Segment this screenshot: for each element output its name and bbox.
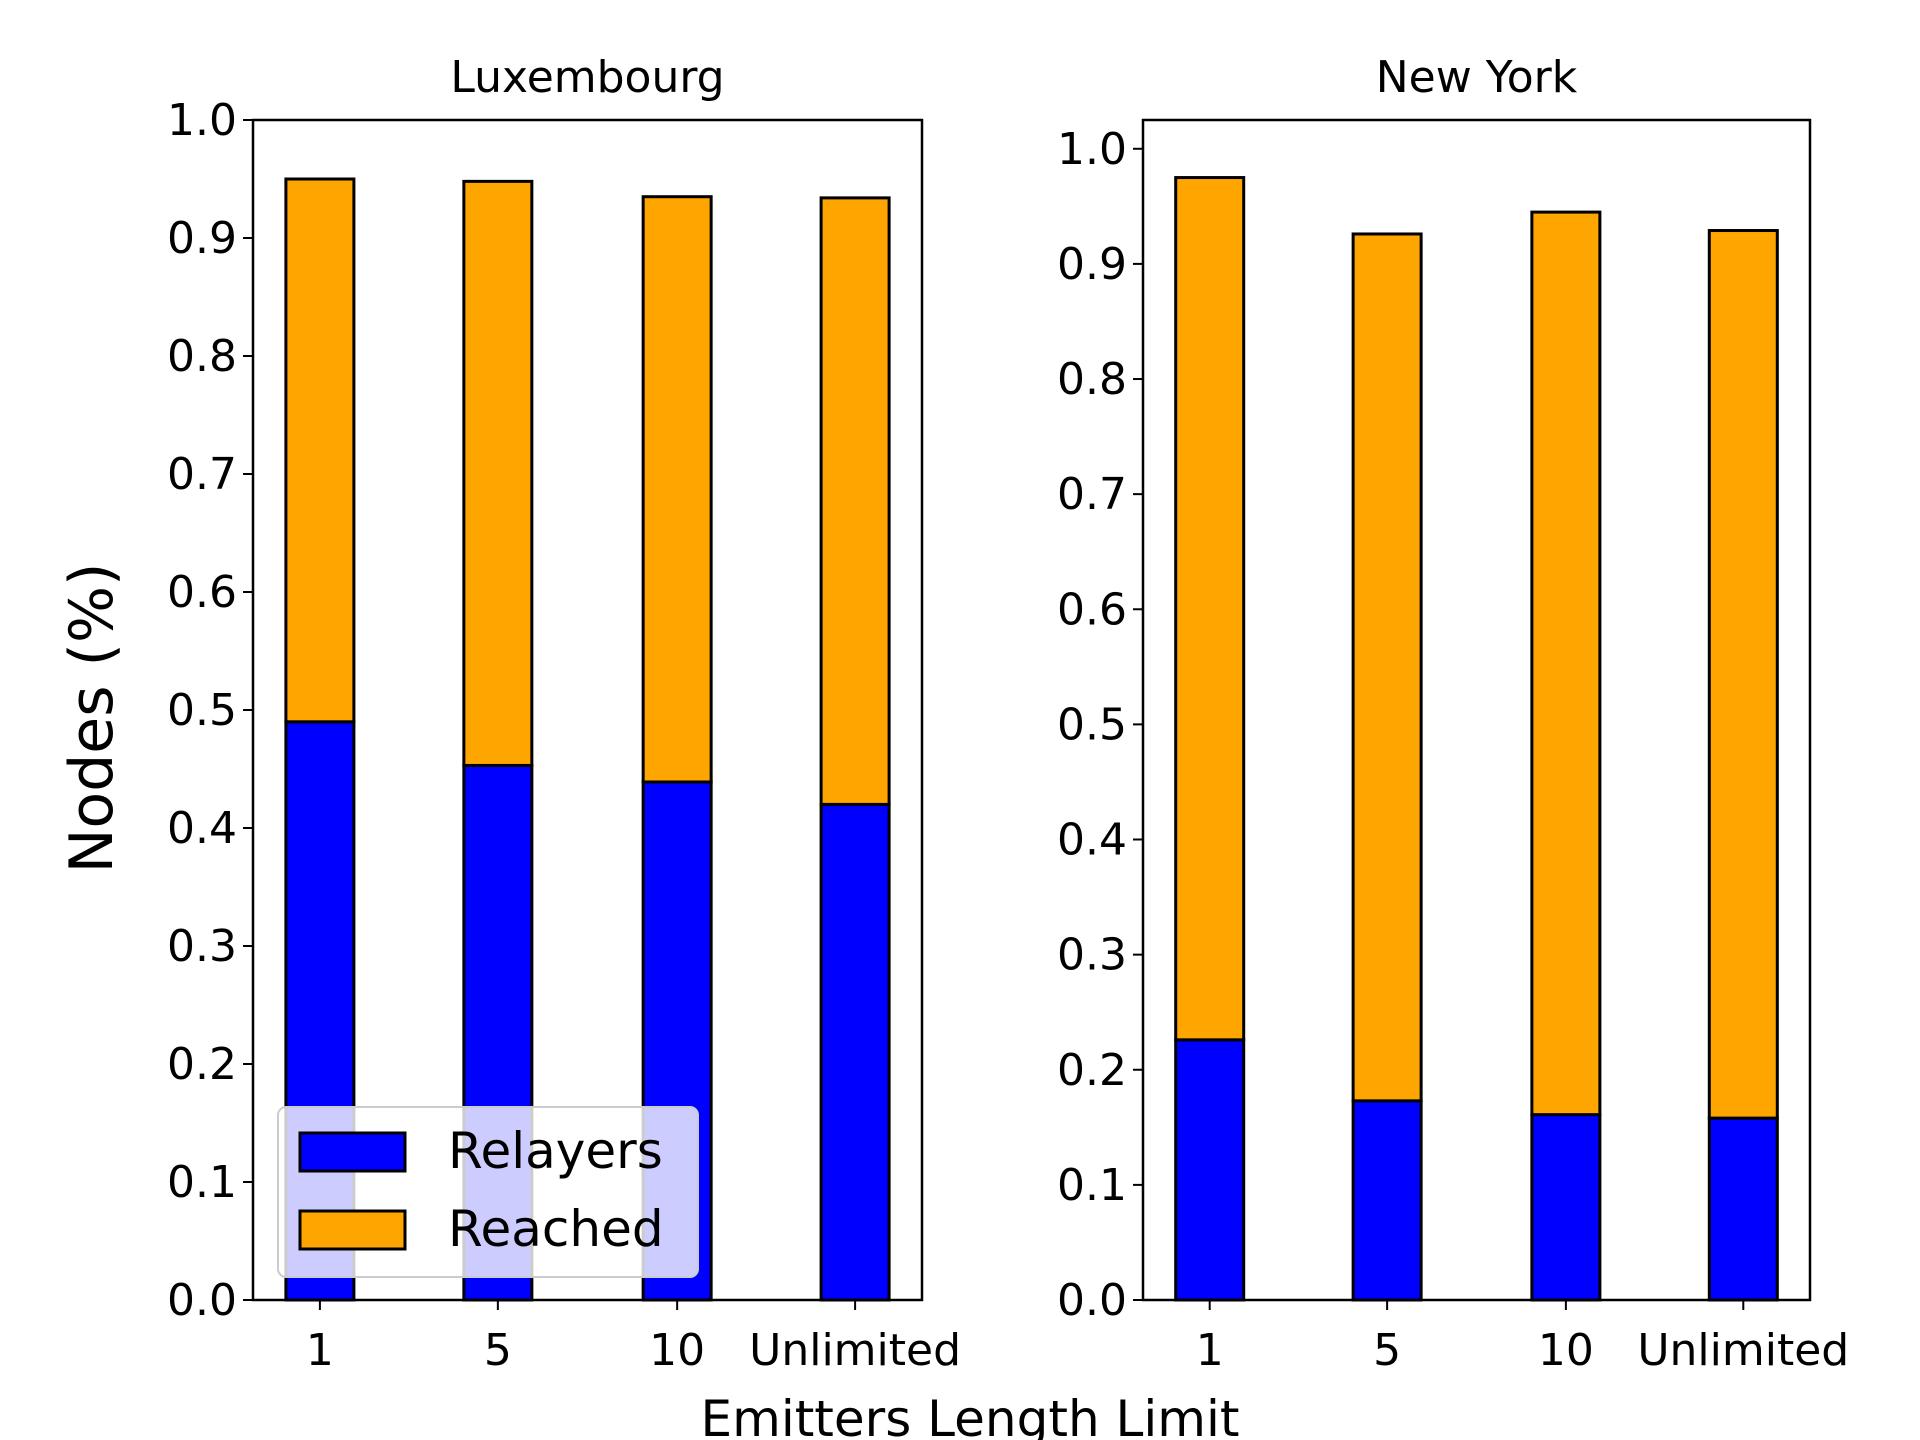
- y-tick-label: 0.2: [1057, 1045, 1127, 1096]
- bar-reached-10: [641, 195, 713, 784]
- y-tick-label: 0.1: [1057, 1160, 1127, 1211]
- bar-relayers-unlimited: [1707, 1116, 1779, 1302]
- panel-title: New York: [1376, 52, 1578, 103]
- y-tick-label: 0.6: [1057, 584, 1127, 635]
- panel-new-york: 1 5 10 Unlimited 0.0 0.1 0.2 0.3 0.4 0.5 0.6 0.7 0.8…: [1057, 52, 1849, 1376]
- y-tick-label: 1.0: [167, 95, 237, 146]
- axes-frame: [251, 118, 924, 1302]
- x-tick-label: 5: [484, 1325, 512, 1376]
- y-tick-label: 0.9: [1057, 239, 1127, 290]
- y-axis-label: Nodes (%): [57, 563, 127, 874]
- x-tick-label: Unlimited: [749, 1325, 961, 1376]
- legend-swatch-reached: [298, 1209, 407, 1251]
- bar-reached-1: [1174, 176, 1246, 1042]
- legend-label-reached: Reached: [448, 1200, 664, 1258]
- y-tick-label: 1.0: [1057, 124, 1127, 175]
- legend: Relayers Reached: [277, 1106, 699, 1278]
- panel-title: Luxembourg: [450, 52, 724, 103]
- y-tick-label: 0.3: [167, 921, 237, 972]
- y-tick-label: 0.3: [1057, 930, 1127, 981]
- x-axis-label: Emitters Length Limit: [701, 1390, 1240, 1440]
- bar-reached-unlimited: [1707, 229, 1779, 1120]
- bar-reached-1: [284, 177, 356, 724]
- y-tick-label: 0.0: [1057, 1275, 1127, 1326]
- y-tick-label: 0.8: [1057, 354, 1127, 405]
- x-tick-label: 10: [1538, 1325, 1594, 1376]
- bar-reached-unlimited: [819, 196, 891, 806]
- x-tick-label: Unlimited: [1637, 1325, 1849, 1376]
- bar-reached-5: [462, 179, 534, 767]
- y-tick-label: 0.1: [167, 1157, 237, 1208]
- legend-swatch-relayers: [298, 1131, 407, 1173]
- y-tick-label: 0.2: [167, 1039, 237, 1090]
- y-tick-label: 0.5: [1057, 699, 1127, 750]
- x-tick-label: 1: [1196, 1325, 1224, 1376]
- y-tick-label: 0.4: [167, 803, 237, 854]
- bar-relayers-unlimited: [819, 802, 891, 1302]
- bar-reached-5: [1351, 232, 1423, 1103]
- y-tick-label: 0.4: [1057, 815, 1127, 866]
- x-tick-label: 10: [649, 1325, 705, 1376]
- bar-relayers-1: [1174, 1038, 1246, 1302]
- y-tick-label: 0.0: [167, 1275, 237, 1326]
- y-tick-label: 0.7: [167, 449, 237, 500]
- y-tick-label: 0.5: [167, 685, 237, 736]
- x-tick-label: 1: [306, 1325, 334, 1376]
- x-tick-label: 5: [1373, 1325, 1401, 1376]
- y-tick-label: 0.8: [167, 331, 237, 382]
- bar-reached-10: [1530, 210, 1602, 1117]
- axes-frame: [1141, 118, 1812, 1302]
- bar-relayers-5: [1351, 1099, 1423, 1302]
- bar-relayers-10: [1530, 1113, 1602, 1302]
- legend-label-relayers: Relayers: [448, 1122, 663, 1180]
- y-tick-label: 0.9: [167, 213, 237, 264]
- y-tick-label: 0.7: [1057, 469, 1127, 520]
- y-tick-label: 0.6: [167, 567, 237, 618]
